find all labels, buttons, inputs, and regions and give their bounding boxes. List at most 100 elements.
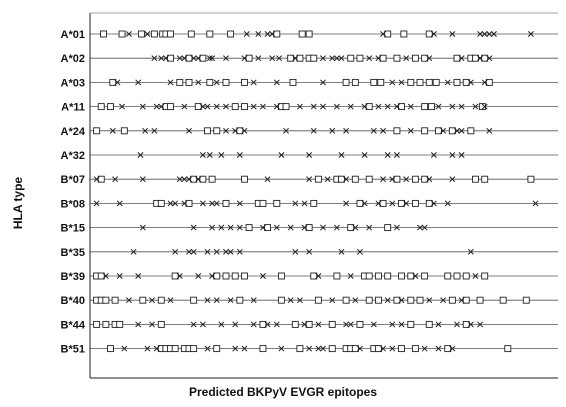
cross-stroke <box>320 345 326 352</box>
square-marker <box>393 127 401 135</box>
square-marker <box>298 30 306 38</box>
cross-marker <box>320 79 326 86</box>
cross-marker <box>292 248 299 255</box>
cross-stroke <box>449 31 456 37</box>
cross-marker <box>403 176 410 183</box>
square-marker <box>407 296 415 304</box>
cross-marker <box>384 152 391 158</box>
square-marker <box>241 78 248 86</box>
cross-marker <box>315 273 322 279</box>
square-marker <box>384 30 392 38</box>
cross-marker <box>236 224 243 231</box>
cross-stroke <box>403 200 410 207</box>
cross-marker <box>393 103 400 110</box>
cross-stroke <box>213 297 220 304</box>
cross-marker <box>236 248 243 255</box>
cross-marker <box>393 224 400 231</box>
cross-marker <box>481 103 488 110</box>
cross-stroke <box>454 321 460 328</box>
cross-stroke <box>218 224 225 231</box>
cross-marker <box>361 103 368 110</box>
cross-stroke <box>223 127 229 134</box>
cross-stroke <box>135 273 142 279</box>
cross-stroke <box>490 31 497 37</box>
cross-marker <box>283 127 289 134</box>
cross-marker <box>135 273 142 279</box>
cross-stroke <box>227 224 234 231</box>
cross-marker <box>153 103 160 110</box>
cross-stroke <box>329 127 336 134</box>
square-marker <box>481 54 489 62</box>
cross-stroke <box>343 200 350 207</box>
cross-stroke <box>315 345 322 352</box>
cross-stroke <box>181 200 188 207</box>
square-marker <box>296 345 304 353</box>
square-marker <box>273 199 281 207</box>
cross-marker <box>389 200 396 207</box>
cross-stroke <box>199 321 206 328</box>
cross-stroke <box>190 248 197 255</box>
cross-stroke <box>153 345 160 352</box>
cross-stroke <box>167 79 174 86</box>
cross-stroke <box>223 248 229 255</box>
cross-marker <box>338 248 345 255</box>
square-marker <box>328 320 336 328</box>
cross-stroke <box>343 321 350 328</box>
square-marker <box>206 78 214 86</box>
square-marker <box>245 224 253 232</box>
cross-marker <box>343 200 350 207</box>
cross-marker <box>176 55 183 62</box>
cross-marker <box>329 55 336 62</box>
square-marker <box>365 272 373 280</box>
cross-marker <box>380 31 387 37</box>
cross-marker <box>206 55 213 62</box>
cross-stroke <box>114 79 121 86</box>
cross-marker <box>389 79 396 86</box>
square-marker <box>467 127 475 135</box>
cross-marker <box>172 248 179 255</box>
square-marker <box>425 320 433 328</box>
cross-marker <box>181 55 188 62</box>
square-marker <box>421 127 429 135</box>
square-marker <box>504 345 512 353</box>
cross-marker <box>259 273 266 279</box>
cross-marker <box>186 176 192 183</box>
cross-stroke <box>93 176 100 183</box>
cross-stroke <box>333 55 340 62</box>
cross-marker <box>250 321 257 328</box>
cross-stroke <box>259 273 266 279</box>
cross-marker <box>467 321 474 328</box>
cross-marker <box>454 321 460 328</box>
square-marker <box>379 54 387 62</box>
square-marker <box>448 127 456 135</box>
square-marker <box>241 272 248 280</box>
cross-marker <box>213 79 220 86</box>
cross-stroke <box>310 127 317 134</box>
cross-stroke <box>458 127 465 134</box>
cross-marker <box>209 273 216 279</box>
cross-marker <box>352 297 359 304</box>
cross-stroke <box>380 31 387 37</box>
square-marker <box>425 78 433 86</box>
cross-marker <box>227 224 234 231</box>
square-marker <box>109 78 117 86</box>
square-marker <box>185 199 193 207</box>
cross-marker <box>255 55 262 62</box>
square-marker <box>227 30 235 38</box>
square-marker <box>347 224 355 232</box>
cross-stroke <box>137 152 144 158</box>
cross-marker <box>296 103 303 110</box>
cross-stroke <box>398 297 405 304</box>
square-marker <box>411 175 419 183</box>
square-marker <box>116 320 124 328</box>
cross-marker <box>347 273 354 279</box>
cross-marker <box>361 152 368 158</box>
cross-stroke <box>320 224 326 231</box>
cross-stroke <box>116 273 123 279</box>
cross-marker <box>130 248 137 255</box>
cross-stroke <box>232 321 239 328</box>
cross-stroke <box>357 345 363 352</box>
cross-stroke <box>472 103 479 110</box>
cross-stroke <box>151 127 158 134</box>
